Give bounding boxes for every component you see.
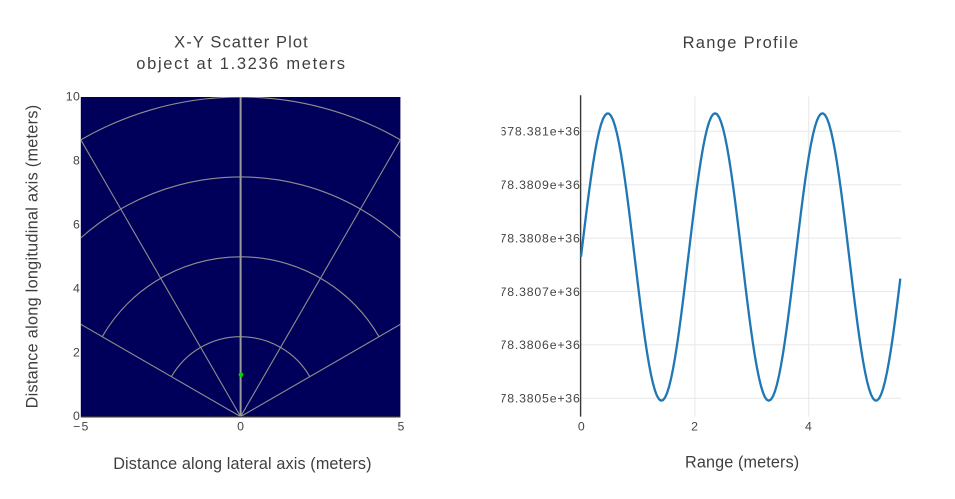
svg-text:678.3809e+36: 678.3809e+36 — [492, 178, 581, 192]
svg-text:−5: −5 — [73, 419, 89, 433]
svg-text:4: 4 — [73, 281, 80, 295]
svg-text:Range Profile: Range Profile — [683, 34, 800, 52]
svg-text:4: 4 — [805, 419, 812, 433]
svg-text:678.3806e+36: 678.3806e+36 — [492, 338, 581, 352]
svg-text:678.381e+36: 678.381e+36 — [500, 125, 581, 139]
svg-text:678.3807e+36: 678.3807e+36 — [492, 285, 581, 299]
svg-text:Distance along longitudinal ax: Distance along longitudinal axis (meters… — [23, 105, 41, 409]
svg-text:6: 6 — [73, 218, 80, 232]
svg-text:678.3808e+36: 678.3808e+36 — [492, 231, 581, 245]
svg-text:0: 0 — [237, 419, 244, 433]
svg-text:0: 0 — [73, 409, 80, 423]
svg-text:Distance along lateral axis (m: Distance along lateral axis (meters) — [113, 455, 371, 473]
svg-text:0: 0 — [578, 419, 585, 433]
svg-text:5: 5 — [397, 419, 404, 433]
svg-text:2: 2 — [73, 345, 80, 359]
svg-text:Range (meters): Range (meters) — [685, 454, 799, 472]
svg-text:2: 2 — [691, 419, 698, 433]
svg-text:X-Y Scatter Plot: X-Y Scatter Plot — [174, 34, 309, 52]
svg-text:8: 8 — [73, 154, 80, 168]
svg-text:10: 10 — [66, 90, 80, 104]
svg-text:object at 1.3236 meters: object at 1.3236 meters — [136, 55, 346, 73]
svg-text:678.3805e+36: 678.3805e+36 — [492, 392, 581, 406]
